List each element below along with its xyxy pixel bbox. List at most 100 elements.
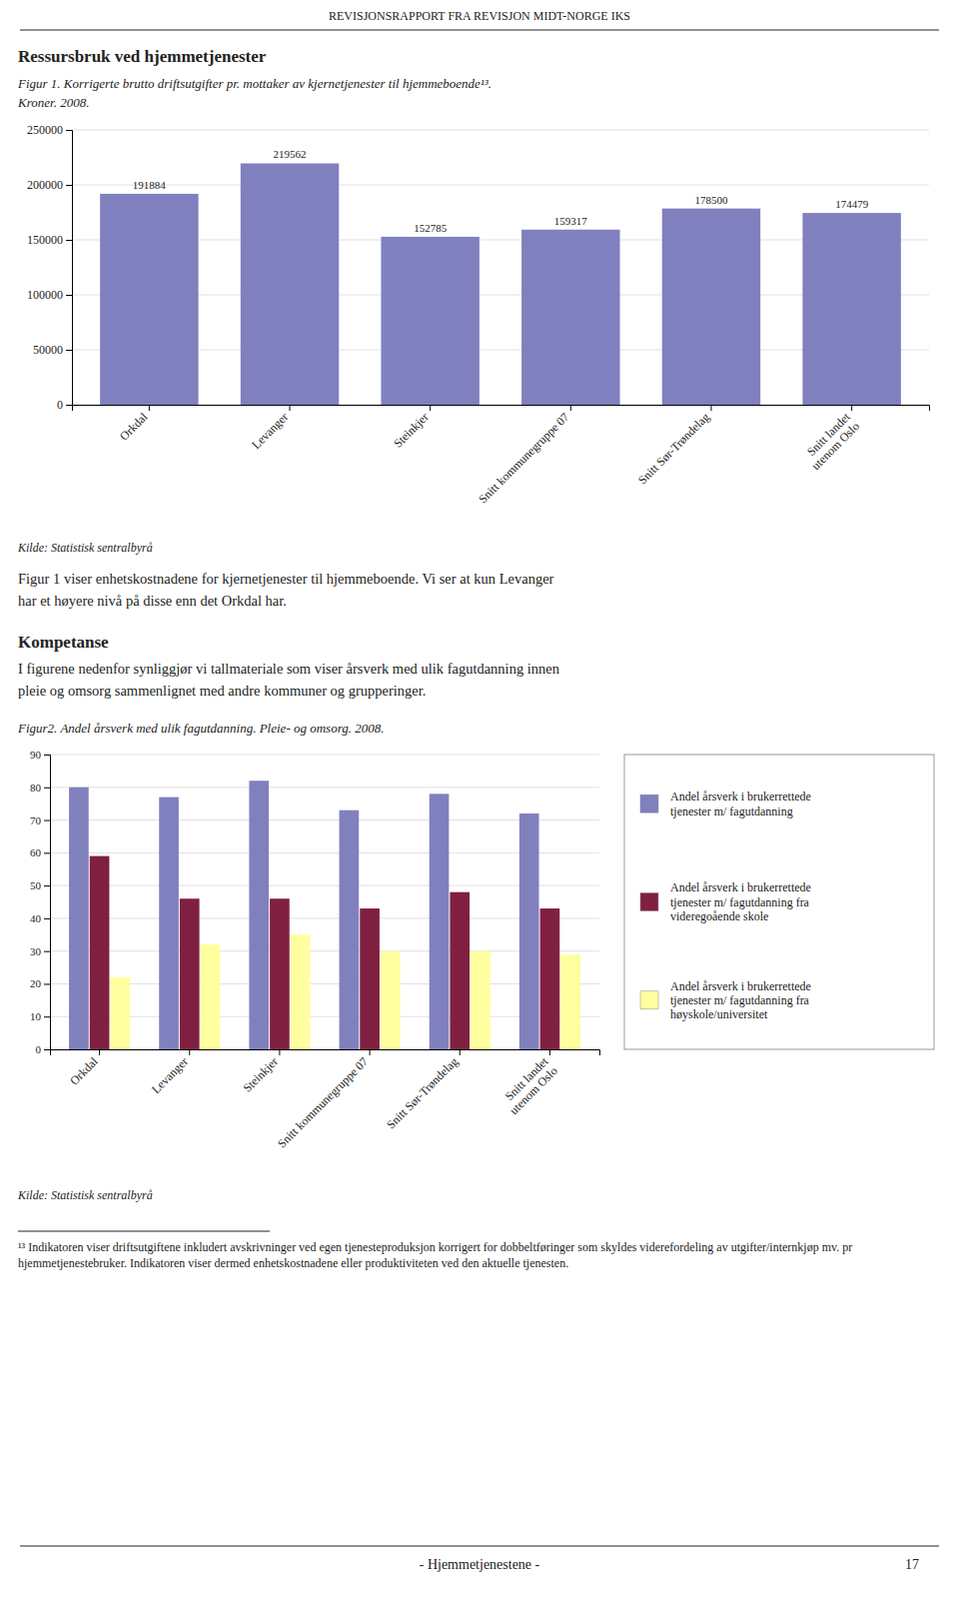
axis-line	[50, 1049, 601, 1056]
tick: Snitt kommunegruppe 07	[274, 1048, 371, 1150]
bar	[240, 162, 339, 405]
data-label: 178500	[694, 193, 729, 206]
bar	[380, 951, 401, 1049]
text-line: Snitt kommunegruppe 07	[475, 409, 572, 506]
tick-label: 10	[29, 1009, 42, 1022]
tick: 250000	[26, 122, 72, 137]
bar	[68, 787, 89, 1049]
y-axis: 050000100000150000200000250000	[26, 122, 73, 412]
legend: Andel årsverk i brukerrettedetjenester m…	[624, 754, 935, 1049]
tick-mark	[65, 184, 72, 186]
bar	[359, 908, 380, 1049]
tick-mark	[43, 982, 50, 984]
data-label: 159317	[554, 214, 589, 227]
tick: 200000	[26, 177, 72, 192]
tick-label: 30	[29, 945, 42, 958]
tick-label: 20	[29, 976, 42, 989]
grid-line	[49, 786, 600, 788]
chart-title: Figur2. Andel årsverk med ulik fagutdann…	[16, 720, 384, 736]
tick: Steinkjer	[239, 1048, 281, 1095]
tick-mark	[65, 349, 72, 351]
text-line: Steinkjer	[239, 1053, 281, 1095]
text-line: Andel årsverk i brukerrettede	[670, 789, 812, 804]
body-text: har et høyere nivå på disse enn det Orkd…	[17, 592, 287, 609]
text-line: hjemmetjenestebruker. Indikatoren viser …	[17, 1255, 569, 1270]
bar	[290, 934, 311, 1049]
legend-swatch	[640, 794, 659, 813]
tick-mark	[459, 1048, 461, 1055]
tick-mark	[43, 951, 50, 953]
marks	[68, 780, 581, 1049]
bar	[662, 208, 761, 405]
tick: Snitt landetutenom Oslo	[497, 1048, 561, 1117]
tick-mark	[65, 239, 72, 241]
bar	[802, 212, 901, 405]
bar	[429, 793, 450, 1049]
text-line: tjenester m/ fagutdanning	[670, 804, 794, 819]
text-line: Snitt Sør-Trøndelag	[383, 1053, 461, 1131]
grid	[49, 754, 600, 1049]
legend-label: Andel årsverk i brukerrettedetjenester m…	[670, 789, 812, 818]
section-title: Ressursbruk ved hjemmetjenester	[17, 46, 267, 66]
text-line: Levanger	[148, 1053, 191, 1096]
grid-line	[49, 1015, 600, 1017]
tick: 60	[29, 846, 50, 859]
tick-label: 80	[29, 781, 42, 794]
text-line: utenom Oslo	[809, 419, 864, 474]
tick-mark	[369, 1048, 371, 1055]
source: Kilde: Statistisk sentralbyrå	[16, 540, 153, 555]
page-header: REVISJONSRAPPORT FRA REVISJON MIDT-NORGE…	[328, 8, 631, 23]
section-title: Kompetanse	[17, 632, 109, 652]
tick-mark	[278, 1048, 280, 1055]
grid-line	[71, 184, 930, 186]
grid	[71, 129, 930, 405]
bar	[339, 810, 360, 1049]
data-label: 152785	[413, 221, 448, 234]
bar	[449, 892, 470, 1049]
text-line: Steinkjer	[390, 409, 432, 451]
tick: Snitt kommunegruppe 07	[475, 404, 572, 506]
tick-label: Snitt kommunegruppe 07	[475, 409, 572, 506]
tick-label: 50000	[32, 342, 63, 357]
data-label: 174479	[835, 197, 870, 210]
tick-label: Steinkjer	[390, 409, 432, 451]
bar	[470, 951, 491, 1049]
tick-mark	[43, 885, 50, 887]
tick: Orkdal	[66, 1048, 101, 1088]
tick-label: Steinkjer	[239, 1053, 281, 1095]
tick: 70	[29, 814, 50, 827]
grid-line	[49, 819, 600, 821]
legend-swatch	[640, 990, 659, 1009]
tick-mark	[148, 404, 150, 411]
axis-line	[72, 405, 931, 412]
text-line: Orkdal	[66, 1053, 101, 1088]
text-line: Snitt Sør-Trøndelag	[635, 409, 713, 487]
body-text: pleie og omsorg sammenlignet med andre k…	[17, 682, 426, 699]
tick: Levanger	[248, 404, 291, 452]
tick: 150000	[26, 232, 72, 247]
tick-label: Snitt landetutenom Oslo	[497, 1053, 561, 1117]
rule	[17, 1230, 270, 1232]
text-line: ¹³ Indikatoren viser driftsutgiftene ink…	[17, 1239, 853, 1254]
tick-mark	[43, 852, 50, 854]
tick: 0	[35, 1042, 51, 1055]
page: REVISJONSRAPPORT FRA REVISJON MIDT-NORGE…	[0, 0, 959, 1600]
tick-mark	[429, 404, 431, 411]
tick: 30	[29, 945, 50, 958]
tick-label: 90	[29, 748, 42, 761]
grid-line	[49, 950, 600, 952]
tick-mark	[188, 1048, 190, 1055]
bar	[540, 908, 561, 1049]
tick-label: 60	[29, 846, 42, 859]
text-line: Levanger	[248, 409, 291, 452]
tick-mark	[43, 1048, 50, 1050]
tick: Snitt landetutenom Oslo	[799, 404, 863, 473]
grid-line	[71, 349, 930, 351]
tick: 90	[29, 748, 50, 761]
tick-label: Snitt kommunegruppe 07	[274, 1053, 371, 1150]
tick-mark	[65, 294, 72, 296]
grid-line	[71, 129, 930, 131]
tick-mark	[43, 820, 50, 822]
text-line: Orkdal	[116, 409, 151, 444]
chart-subtitle: Kroner. 2008.	[16, 94, 89, 110]
